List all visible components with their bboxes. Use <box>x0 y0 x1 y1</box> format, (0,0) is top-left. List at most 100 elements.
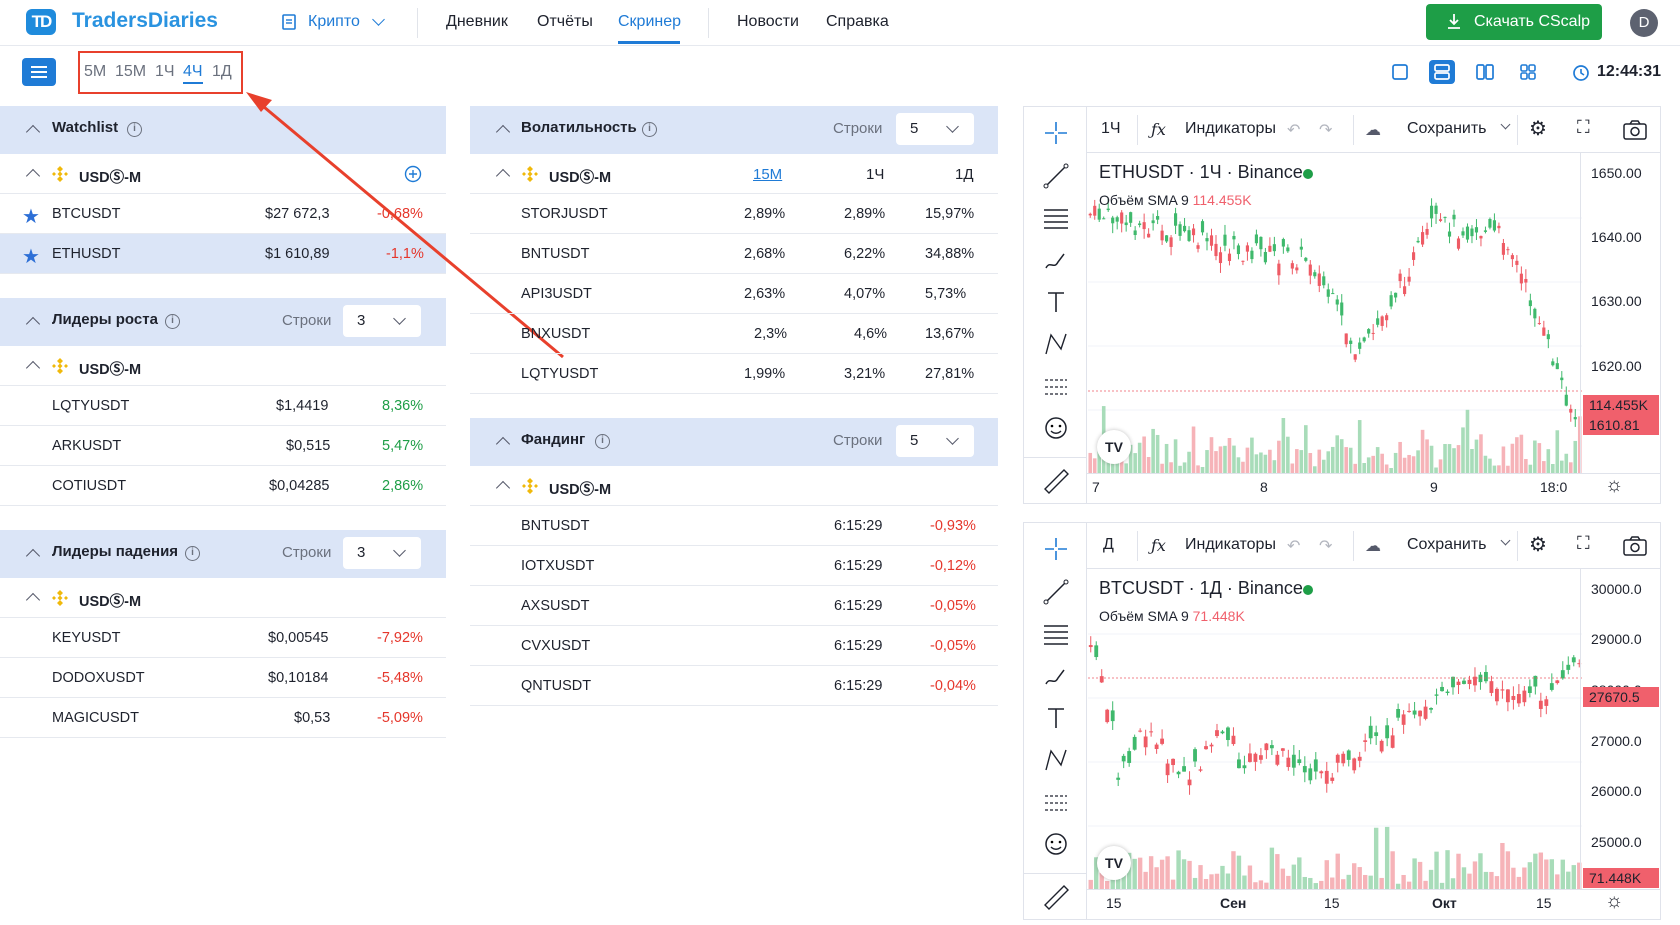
save-button[interactable]: Сохранить <box>1407 120 1487 137</box>
timeframe-1h[interactable]: 1Ч <box>155 63 175 80</box>
table-row[interactable]: ★ ETHUSDT $1 610,89 -1,1% <box>0 234 446 274</box>
interval-button[interactable]: 1Ч <box>1101 120 1121 137</box>
brush-icon[interactable] <box>1042 246 1070 274</box>
collapse-icon[interactable] <box>25 548 41 564</box>
settings-icon[interactable]: ☼ <box>1605 474 1624 496</box>
settings-icon[interactable]: ☼ <box>1605 890 1624 912</box>
table-row[interactable]: BNXUSDT 2,3% 4,6% 13,67% <box>470 314 998 354</box>
table-row[interactable]: ARKUSDT $0,515 5,47% <box>0 426 446 466</box>
rows-select[interactable]: 3 <box>343 305 421 337</box>
table-row[interactable]: QNTUSDT 6:15:29 -0,04% <box>470 666 998 706</box>
table-row[interactable]: BNTUSDT 2,68% 6,22% 34,88% <box>470 234 998 274</box>
fullscreen-icon[interactable]: ⛶ <box>1577 533 1590 553</box>
indicators-button[interactable]: Индикаторы <box>1185 536 1276 553</box>
undo-icon[interactable]: ↶ <box>1287 538 1301 555</box>
table-row[interactable]: LQTYUSDT $1,4419 8,36% <box>0 386 446 426</box>
chart-panel-btc[interactable]: Д ƒx Индикаторы ↶ ↷ ☁ Сохранить ⚙ ⛶ BTCU… <box>1023 522 1661 920</box>
redo-icon[interactable]: ↷ <box>1319 538 1333 555</box>
prediction-icon[interactable] <box>1042 788 1070 816</box>
fib-icon[interactable] <box>1042 620 1070 648</box>
undo-icon[interactable]: ↶ <box>1287 122 1301 139</box>
crypto-dropdown[interactable]: Крипто <box>308 13 360 30</box>
info-icon[interactable]: i <box>165 314 180 329</box>
info-icon[interactable]: i <box>595 434 610 449</box>
collapse-icon[interactable] <box>495 436 511 452</box>
collapse-icon[interactable] <box>25 168 41 184</box>
crosshair-icon[interactable] <box>1042 535 1070 563</box>
emoji-icon[interactable] <box>1042 414 1070 442</box>
col-1d[interactable]: 1Д <box>955 166 974 183</box>
nav-screener[interactable]: Скринер <box>618 13 682 30</box>
table-row[interactable]: AXSUSDT 6:15:29 -0,05% <box>470 586 998 626</box>
gear-icon[interactable]: ⚙ <box>1529 534 1547 556</box>
collapse-icon[interactable] <box>495 168 511 184</box>
trendline-icon[interactable] <box>1042 162 1070 190</box>
trendline-icon[interactable] <box>1042 578 1070 606</box>
nav-news[interactable]: Новости <box>737 13 799 30</box>
timeframe-4h[interactable]: 4Ч <box>183 63 203 80</box>
collapse-icon[interactable] <box>25 316 41 332</box>
table-row[interactable]: COTIUSDT $0,04285 2,86% <box>0 466 446 506</box>
pattern-icon[interactable] <box>1042 746 1070 774</box>
menu-button[interactable] <box>22 58 56 86</box>
interval-button[interactable]: Д <box>1103 536 1114 553</box>
col-15m[interactable]: 15М <box>753 166 783 183</box>
table-row[interactable]: API3USDT 2,63% 4,07% 5,73% <box>470 274 998 314</box>
layout-grid-icon[interactable] <box>1515 60 1541 84</box>
table-row[interactable]: DODOXUSDT $0,10184 -5,48% <box>0 658 446 698</box>
table-row[interactable]: ★ BTCUSDT $27 672,3 -0,68% <box>0 194 446 234</box>
timeframe-1d[interactable]: 1Д <box>212 63 232 80</box>
info-icon[interactable]: i <box>127 122 142 137</box>
avatar[interactable]: D <box>1630 9 1658 37</box>
save-button[interactable]: Сохранить <box>1407 536 1487 553</box>
camera-icon[interactable] <box>1622 535 1648 557</box>
ruler-icon[interactable] <box>1042 883 1070 911</box>
table-row[interactable]: KEYUSDT $0,00545 -7,92% <box>0 618 446 658</box>
crosshair-icon[interactable] <box>1042 119 1070 147</box>
fib-icon[interactable] <box>1042 204 1070 232</box>
brush-icon[interactable] <box>1042 662 1070 690</box>
rows-select[interactable]: 5 <box>896 425 974 457</box>
timeframe-15m[interactable]: 15М <box>115 63 147 80</box>
chevron-down-icon[interactable] <box>1500 535 1511 546</box>
fullscreen-icon[interactable]: ⛶ <box>1577 117 1590 137</box>
info-icon[interactable]: i <box>642 122 657 137</box>
table-row[interactable]: MAGICUSDT $0,53 -5,09% <box>0 698 446 738</box>
star-icon[interactable]: ★ <box>22 206 40 228</box>
nav-reports[interactable]: Отчёты <box>537 13 593 30</box>
nav-journal[interactable]: Дневник <box>446 13 508 30</box>
chevron-down-icon[interactable] <box>372 13 385 26</box>
prediction-icon[interactable] <box>1042 372 1070 400</box>
collapse-icon[interactable] <box>25 592 41 608</box>
add-icon[interactable] <box>404 165 422 183</box>
candlestick-chart[interactable] <box>1088 570 1582 890</box>
nav-help[interactable]: Справка <box>826 13 889 30</box>
table-row[interactable]: STORJUSDT 2,89% 2,89% 15,97% <box>470 194 998 234</box>
rows-select[interactable]: 5 <box>896 113 974 145</box>
indicators-button[interactable]: Индикаторы <box>1185 120 1276 137</box>
chevron-down-icon[interactable] <box>1500 119 1511 130</box>
collapse-icon[interactable] <box>25 124 41 140</box>
emoji-icon[interactable] <box>1042 830 1070 858</box>
text-icon[interactable] <box>1042 704 1070 732</box>
pattern-icon[interactable] <box>1042 330 1070 358</box>
info-icon[interactable]: i <box>185 546 200 561</box>
gear-icon[interactable]: ⚙ <box>1529 118 1547 140</box>
price-scale[interactable]: 30000.0 29000.0 28000.0 27000.0 26000.0 … <box>1580 569 1660 889</box>
logo-icon[interactable]: TD <box>26 9 56 35</box>
text-icon[interactable] <box>1042 288 1070 316</box>
collapse-icon[interactable] <box>495 480 511 496</box>
star-icon[interactable]: ★ <box>22 246 40 268</box>
col-1h[interactable]: 1Ч <box>866 166 885 183</box>
layout-rows-icon[interactable] <box>1429 60 1455 84</box>
price-scale[interactable]: 1650.00 1640.00 1630.00 1620.00 114.455K… <box>1580 153 1660 473</box>
layout-single-icon[interactable] <box>1387 60 1413 84</box>
table-row[interactable]: BNTUSDT 6:15:29 -0,93% <box>470 506 998 546</box>
camera-icon[interactable] <box>1622 119 1648 141</box>
table-row[interactable]: LQTYUSDT 1,99% 3,21% 27,81% <box>470 354 998 394</box>
rows-select[interactable]: 3 <box>343 537 421 569</box>
fx-icon[interactable]: ƒx <box>1151 120 1166 139</box>
redo-icon[interactable]: ↷ <box>1319 122 1333 139</box>
brand-name[interactable]: TradersDiaries <box>72 9 218 32</box>
timeframe-5m[interactable]: 5М <box>84 63 107 80</box>
